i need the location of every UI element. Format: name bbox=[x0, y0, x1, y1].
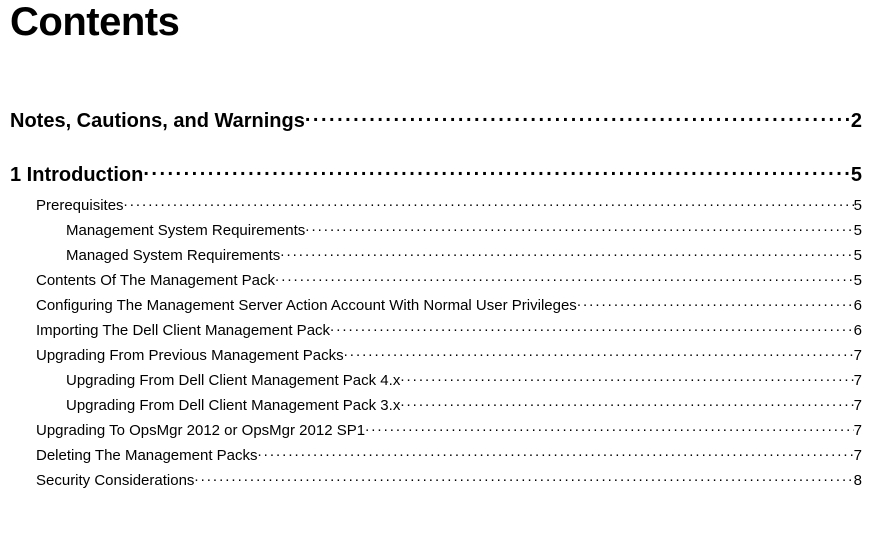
toc-page: 6 bbox=[854, 322, 862, 339]
toc-leader bbox=[344, 345, 854, 360]
toc-label: Upgrading From Dell Client Management Pa… bbox=[66, 372, 400, 389]
toc-row: Configuring The Management Server Action… bbox=[36, 295, 862, 314]
toc-label: Prerequisites bbox=[36, 197, 124, 214]
toc-leader bbox=[280, 245, 853, 260]
table-of-contents: Notes, Cautions, and Warnings 2 1 Introduc… bbox=[10, 107, 862, 489]
toc-leader bbox=[143, 161, 851, 181]
toc-leader bbox=[194, 470, 853, 485]
toc-leader bbox=[258, 445, 854, 460]
toc-leader bbox=[305, 220, 853, 235]
toc-row: Upgrading To OpsMgr 2012 or OpsMgr 2012 … bbox=[36, 420, 862, 439]
toc-page: 7 bbox=[854, 347, 862, 364]
toc-leader bbox=[124, 195, 854, 210]
toc-page: 5 bbox=[851, 164, 862, 187]
toc-page: 6 bbox=[854, 297, 862, 314]
toc-label: Upgrading To OpsMgr 2012 or OpsMgr 2012 … bbox=[36, 422, 365, 439]
toc-page: 7 bbox=[854, 422, 862, 439]
toc-page: 5 bbox=[854, 247, 862, 264]
toc-row: Contents Of The Management Pack 5 bbox=[36, 270, 862, 289]
toc-gap bbox=[10, 141, 862, 155]
toc-label: 1 Introduction bbox=[10, 164, 143, 187]
toc-row: Deleting The Management Packs 7 bbox=[36, 445, 862, 464]
toc-row: Security Considerations 8 bbox=[36, 470, 862, 489]
toc-page: 7 bbox=[854, 447, 862, 464]
toc-label: Importing The Dell Client Management Pac… bbox=[36, 322, 330, 339]
toc-row: Upgrading From Dell Client Management Pa… bbox=[66, 395, 862, 414]
toc-leader bbox=[275, 270, 854, 285]
toc-label: Contents Of The Management Pack bbox=[36, 272, 275, 289]
toc-page: 7 bbox=[854, 397, 862, 414]
page-title: Contents bbox=[10, 0, 862, 45]
toc-label: Upgrading From Dell Client Management Pa… bbox=[66, 397, 400, 414]
toc-leader bbox=[577, 295, 854, 310]
toc-label: Deleting The Management Packs bbox=[36, 447, 258, 464]
toc-leader bbox=[305, 107, 851, 127]
toc-page: 5 bbox=[854, 197, 862, 214]
toc-row: Prerequisites 5 bbox=[36, 195, 862, 214]
toc-label: Upgrading From Previous Management Packs bbox=[36, 347, 344, 364]
toc-label: Configuring The Management Server Action… bbox=[36, 297, 577, 314]
toc-row: Importing The Dell Client Management Pac… bbox=[36, 320, 862, 339]
toc-row: Upgrading From Previous Management Packs… bbox=[36, 345, 862, 364]
toc-row: Upgrading From Dell Client Management Pa… bbox=[66, 370, 862, 389]
toc-row: Management System Requirements 5 bbox=[66, 220, 862, 239]
toc-leader bbox=[400, 395, 853, 410]
toc-page: 7 bbox=[854, 372, 862, 389]
toc-label: Management System Requirements bbox=[66, 222, 305, 239]
toc-leader bbox=[400, 370, 853, 385]
toc-label: Notes, Cautions, and Warnings bbox=[10, 110, 305, 133]
toc-page: 5 bbox=[854, 272, 862, 289]
toc-row: Notes, Cautions, and Warnings 2 bbox=[10, 107, 862, 133]
toc-page: 8 bbox=[854, 472, 862, 489]
toc-row: Managed System Requirements 5 bbox=[66, 245, 862, 264]
toc-leader bbox=[330, 320, 854, 335]
toc-label: Security Considerations bbox=[36, 472, 194, 489]
toc-page: 5 bbox=[854, 222, 862, 239]
toc-label: Managed System Requirements bbox=[66, 247, 280, 264]
toc-page: 2 bbox=[851, 110, 862, 133]
toc-leader bbox=[365, 420, 854, 435]
toc-row: 1 Introduction 5 bbox=[10, 161, 862, 187]
